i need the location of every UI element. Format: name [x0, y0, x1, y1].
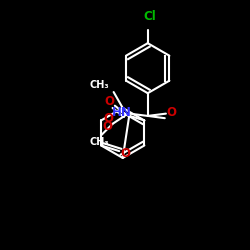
Text: O: O: [120, 147, 130, 160]
Text: O: O: [166, 106, 176, 119]
Text: O: O: [102, 120, 112, 133]
Text: Cl: Cl: [144, 10, 156, 23]
Text: CH₃: CH₃: [89, 137, 109, 147]
Text: O: O: [104, 95, 114, 108]
Text: HN: HN: [112, 106, 132, 119]
Text: CH₃: CH₃: [90, 80, 109, 90]
Text: O: O: [103, 112, 113, 125]
